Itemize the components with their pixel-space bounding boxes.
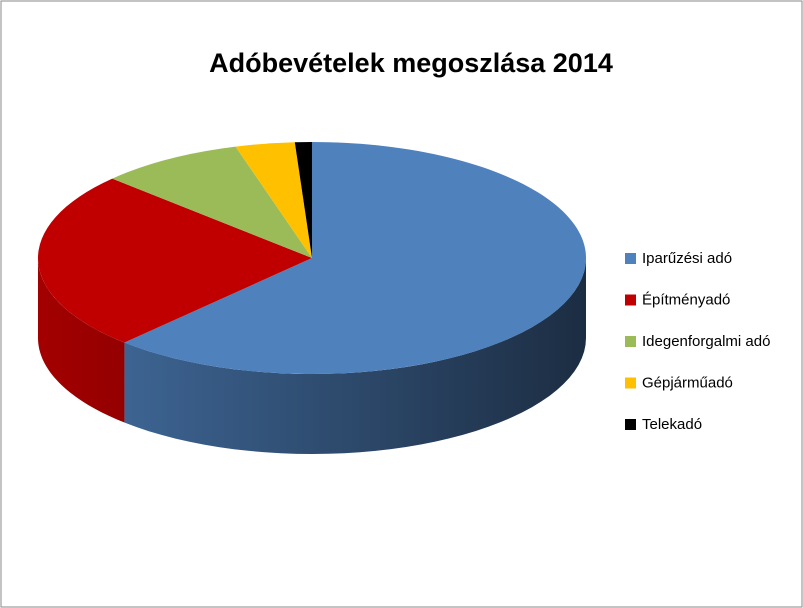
legend-swatch [625, 336, 636, 347]
pie-slice [294, 142, 312, 258]
pie-slice [124, 142, 586, 374]
legend-swatch [625, 253, 636, 264]
legend-label: Iparűzési adó [642, 250, 732, 267]
legend-swatch [625, 294, 636, 306]
slice-side [38, 258, 125, 423]
pie-slice [37, 178, 312, 343]
legend-label: Idegenforgalmi adó [642, 333, 770, 350]
chart-title: Adóbevételek megoszlása 2014 [209, 48, 613, 78]
legend-label: Építményadó [642, 291, 730, 308]
pie-slice [112, 146, 312, 258]
legend-label: Telekadó [642, 416, 702, 433]
legend-label: Gépjárműadó [642, 374, 733, 391]
pie-slice [235, 142, 312, 258]
slice-side [124, 258, 587, 454]
legend-swatch [625, 377, 636, 389]
legend-swatch [625, 419, 636, 430]
